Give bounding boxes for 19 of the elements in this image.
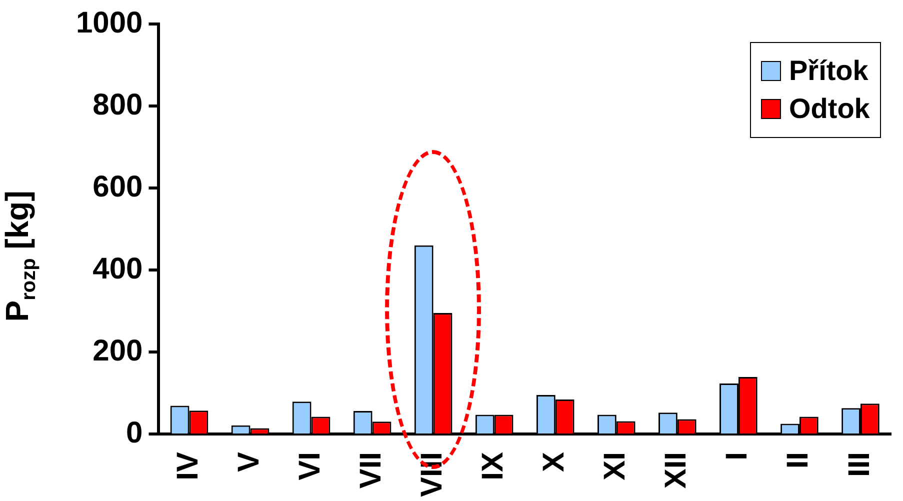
x-tick-label: II (782, 452, 815, 469)
x-tick-label: VII (354, 452, 388, 489)
x-tick-label: XII (660, 452, 693, 489)
y-tick-label: 1000 (76, 6, 143, 40)
x-tick-label: X (538, 452, 571, 472)
y-tick-label: 800 (92, 88, 143, 122)
x-tick-label: V (232, 452, 266, 472)
legend-label: Přítok (789, 55, 868, 87)
x-tick-label: III (842, 452, 876, 477)
y-tick-label: 200 (92, 334, 143, 368)
y-tick-label: 400 (92, 252, 143, 286)
y-tick-label: 600 (92, 170, 143, 204)
x-tick-label: IV (172, 452, 205, 480)
legend-label: Odtok (789, 93, 870, 125)
x-tick-label: IX (476, 452, 510, 480)
x-tick-label: XI (598, 452, 632, 480)
x-tick-label: VI (294, 452, 327, 480)
x-tick-label: I (720, 452, 754, 460)
y-tick-label: 0 (126, 416, 143, 450)
